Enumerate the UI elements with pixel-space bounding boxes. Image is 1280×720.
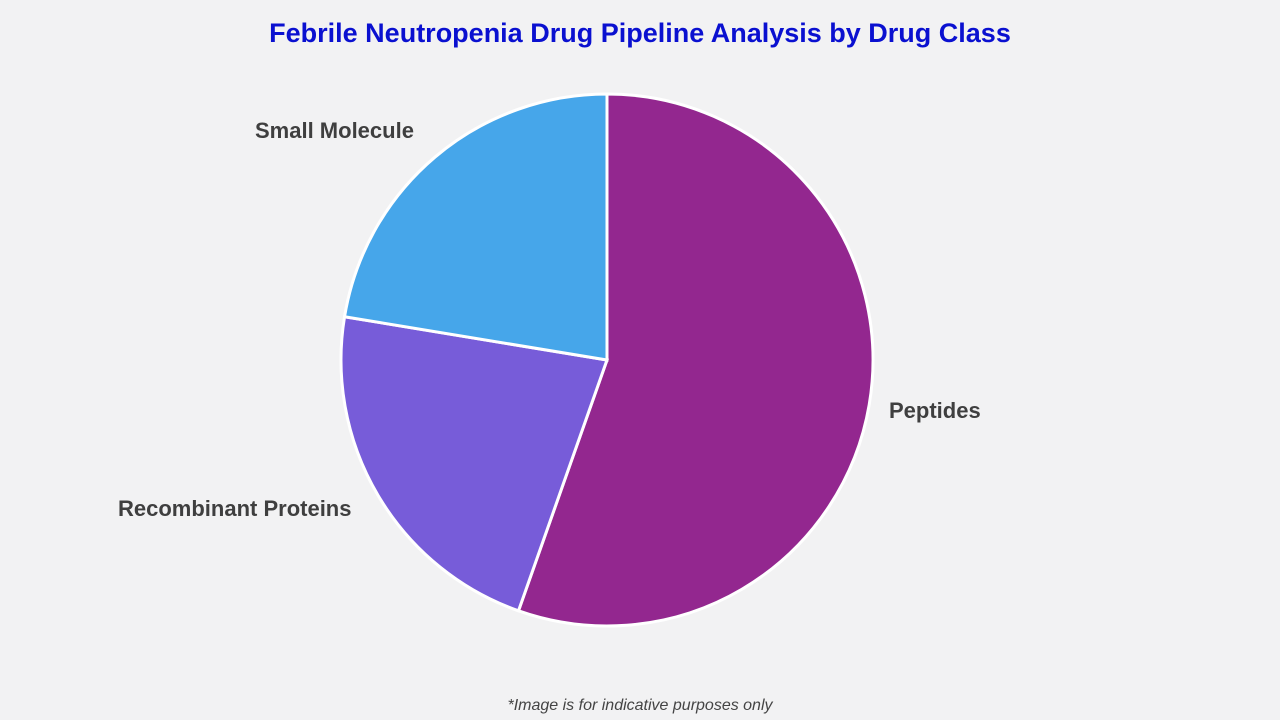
footnote: *Image is for indicative purposes only <box>507 697 773 714</box>
label-small-molecule: Small Molecule <box>255 118 414 143</box>
chart-title: Febrile Neutropenia Drug Pipeline Analys… <box>269 18 1011 48</box>
pie-slice-small-molecule <box>342 92 609 362</box>
pie-slice-recombinant-proteins <box>339 315 610 613</box>
label-peptides: Peptides <box>889 398 981 423</box>
label-recombinant-proteins: Recombinant Proteins <box>118 496 352 521</box>
